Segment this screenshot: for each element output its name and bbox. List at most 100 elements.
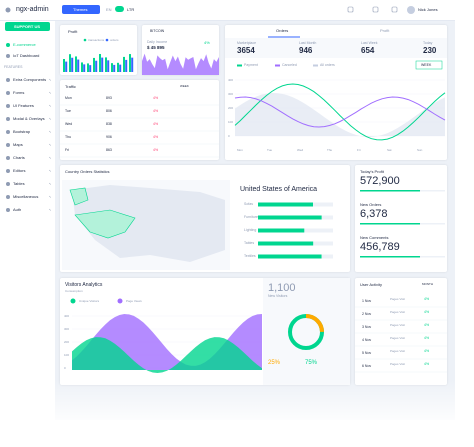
legend-label: orders [110,37,119,42]
profit-bar [129,54,131,72]
dir: LTR [127,7,135,12]
day: Wed [65,122,73,126]
day: Mon [65,96,72,100]
country-name: United States of America [240,186,318,193]
legend-label: Page Views [126,298,142,303]
bar [258,202,313,207]
visitors-area [72,337,262,373]
support-button[interactable] [5,22,50,31]
summary-card [355,165,447,272]
y-tick: 200 [64,339,70,344]
change: 4% [424,297,430,301]
visitors-side [263,278,350,385]
nav-icon [6,169,10,173]
summary-value: 6,378 [360,208,388,220]
y-tick: 300 [228,91,234,96]
logo-toggle [5,7,11,13]
profit-bar [87,63,89,72]
change: 4% [153,122,159,126]
percent: 75% [305,360,318,366]
profit-bar [77,59,80,72]
sidebar [0,21,55,421]
date: 2 Nov [362,312,372,316]
profit-bar [81,62,83,72]
profit-bar [123,56,125,72]
y-tick: 400 [228,77,234,82]
legend-label: transactions [88,37,105,42]
nav-item: Forms [13,90,25,95]
date: 6 Nov [362,364,372,368]
profit-bar [75,56,77,72]
stat-value: 230 [423,46,437,55]
x-tick: Mon [237,148,243,152]
profit-bar [95,60,98,72]
nav-icon [6,130,10,134]
category: Sofas [244,202,253,206]
card-title: User Activity [360,282,383,287]
nav-icon [6,54,10,58]
profit-bar [119,64,122,72]
tab: Profit [380,28,390,33]
change: 4% [153,109,159,113]
change: 4% [424,349,430,353]
tab: Orders [276,28,289,33]
caption: Daily Income [147,40,168,44]
y-tick: 300 [64,326,70,331]
date: 3 Nov [362,325,372,329]
metric-label: Pages Visit [390,362,405,366]
bar [258,215,322,220]
traffic-value: 893 [106,96,112,100]
currency-select: BITCOIN [150,29,165,33]
x-tick: Wed [297,148,304,152]
metric-label: Pages Visit [390,323,405,327]
y-tick: 0 [64,365,66,370]
bar [258,241,314,246]
y-tick: 0 [228,133,230,138]
legend-dot [83,38,87,42]
summary-label: Today's Profit [360,169,384,174]
summary-label: New Orders [360,202,382,207]
change: 4% [153,96,159,100]
change: 4% [424,362,430,366]
day: Tue [65,109,71,113]
nav-item: Tables [13,181,25,186]
header-icon [347,6,354,13]
x-tick: Sun [417,148,423,152]
y-tick: 200 [228,105,234,110]
nav-icon [6,195,10,199]
orders-line [234,83,446,141]
user-name: Nick Jones [418,7,438,12]
nav-section: FEATURES [4,65,23,69]
date: 1 Nov [362,299,372,303]
date: 5 Nov [362,351,372,355]
bitcoin-area [142,53,219,75]
period-select [415,60,443,70]
date: 4 Nov [362,338,372,342]
nav-item: UI Features [13,103,34,108]
nav-chevron [48,169,52,172]
day: Fri [65,148,70,152]
progress-fill [360,256,420,258]
nav-icon [6,78,10,82]
card-title: Traffic [65,84,76,89]
x-tick: Tue [267,148,273,152]
legend-label: Unique Visitors [79,298,100,303]
nav-icon [6,182,10,186]
card-title: Country Orders Statistics [65,169,110,174]
theme-button [62,5,100,14]
metric-label: Pages Visit [390,297,405,301]
profit-bar [125,59,128,72]
x-tick: Sat [387,148,392,152]
metric-label: Pages Visit [390,310,405,314]
nav-item: Editors [13,168,26,173]
profit-bar [69,54,71,72]
traffic-value: 906 [106,135,112,139]
subtitle: Consumption [65,289,83,293]
profit-bar [131,57,134,72]
profit-bar [83,64,86,72]
traffic-value: 863 [106,148,112,152]
profit-bar [113,64,116,72]
y-tick: 100 [228,119,234,124]
